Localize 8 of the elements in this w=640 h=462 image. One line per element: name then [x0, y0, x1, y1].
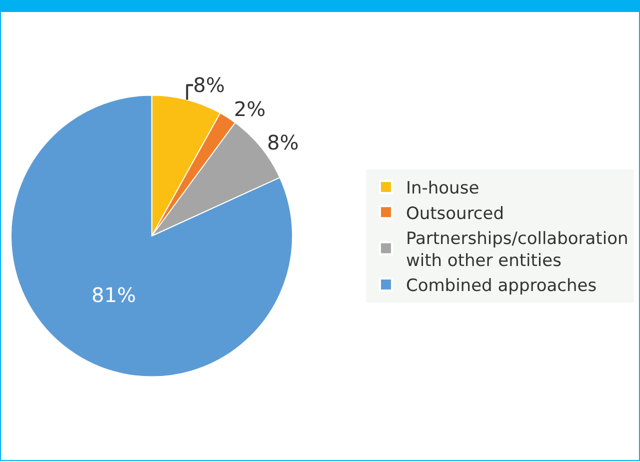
legend-label: In-house [406, 178, 480, 199]
data-label: 81% [91, 283, 136, 308]
legend-label: Outsourced [406, 204, 504, 224]
legend-label: Partnerships/collaboration with other entities [406, 228, 628, 271]
legend-label: Combined approaches [406, 276, 597, 296]
data-label: 8% [193, 73, 225, 98]
data-label: 2% [234, 97, 266, 122]
data-label: 8% [267, 130, 299, 154]
